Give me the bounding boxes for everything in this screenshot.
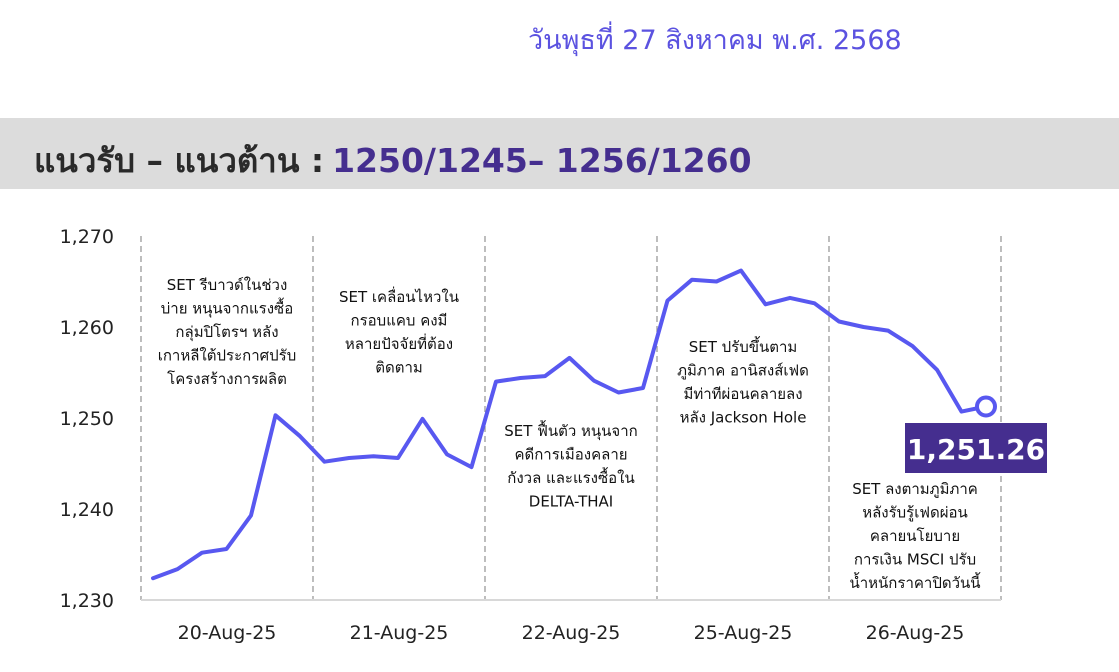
annotation-line: SET ลงตามภูมิภาค (852, 480, 978, 498)
annotation-line: ภูมิภาค อานิสงส์เฟด (677, 362, 809, 380)
annotation-line: คลายนโยบาย (870, 527, 960, 545)
x-axis: 20-Aug-25 21-Aug-25 22-Aug-25 25-Aug-25 26-A… (178, 622, 965, 644)
annotation-line: หลายปัจจัยที่ต้อง (345, 333, 453, 353)
annotation-line: มีท่าทีผ่อนคลายลง (683, 385, 802, 403)
annotation-line: กลุ่มปิโตรฯ หลัง (175, 323, 278, 342)
annotation-line: ติดตาม (375, 359, 423, 377)
annotation-line: DELTA-THAI (529, 493, 613, 511)
annotation-day-1: SET รีบาวด์ในช่วงบ่าย หนุนจากแรงซื้อกลุ่… (158, 276, 297, 388)
annotation-line: SET ฟื้นตัว หนุนจาก (504, 420, 637, 441)
annotation-line: SET ปรับขึ้นตาม (689, 336, 798, 356)
annotation-line: เกาหลีใต้ประกาศปรับ (158, 347, 297, 365)
support-resistance-title: แนวรับ – แนวต้าน : (34, 141, 325, 180)
y-tick-label: 1,230 (60, 590, 114, 612)
series-set-index (151, 268, 997, 581)
annotations: SET รีบาวด์ในช่วงบ่าย หนุนจากแรงซื้อกลุ่… (158, 276, 981, 592)
annotation-line: โครงสร้างการผลิต (167, 370, 287, 388)
support-resistance-value: 1250/1245– 1256/1260 (332, 141, 752, 180)
annotation-line: การเงิน MSCI ปรับ (854, 551, 976, 569)
annotation-day-3: SET ฟื้นตัว หนุนจากคดีการเมืองคลายกังวล … (504, 420, 637, 511)
annotation-line: กรอบแคบ คงมี (351, 312, 448, 330)
support-resistance-label: แนวรับ – แนวต้าน :1250/1245– 1256/1260 (34, 134, 752, 187)
x-tick-label: 22-Aug-25 (522, 622, 621, 644)
annotation-line: คดีการเมืองคลาย (514, 446, 627, 464)
last-value-group: 1,251.26 (905, 423, 1047, 473)
annotation-line: กังวล และแรงซื้อใน (507, 467, 635, 487)
x-tick-label: 20-Aug-25 (178, 622, 277, 644)
support-resistance-banner: แนวรับ – แนวต้าน :1250/1245– 1256/1260 (0, 118, 1119, 189)
y-tick-label: 1,240 (60, 499, 114, 521)
annotation-line: หลัง Jackson Hole (680, 409, 807, 427)
y-tick-label: 1,270 (60, 226, 114, 248)
day-separators (140, 236, 1002, 601)
y-tick-label: 1,250 (60, 408, 114, 430)
annotation-line: บ่าย หนุนจากแรงซื้อ (161, 298, 293, 319)
y-axis: 1,270 1,260 1,250 1,240 1,230 (60, 226, 114, 612)
annotation-line: น้ำหนักราคาปิดวันนี้ (849, 572, 980, 592)
annotation-line: หลังรับรู้เฟดผ่อน (862, 504, 968, 522)
x-tick-label: 25-Aug-25 (694, 622, 793, 644)
annotation-day-5: SET ลงตามภูมิภาคหลังรับรู้เฟดผ่อนคลายนโย… (849, 480, 980, 592)
report-date: วันพุธที่ 27 สิงหาคม พ.ศ. 2568 (528, 25, 902, 56)
y-tick-label: 1,260 (60, 317, 114, 339)
annotation-line: SET เคลื่อนไหวใน (339, 286, 459, 306)
series-line (151, 268, 988, 581)
x-tick-label: 21-Aug-25 (350, 622, 449, 644)
last-value-label: 1,251.26 (907, 433, 1045, 466)
x-tick-label: 26-Aug-25 (866, 622, 965, 644)
annotation-line: SET รีบาวด์ในช่วง (167, 276, 288, 294)
last-point-marker (975, 395, 997, 418)
last-value-box (905, 423, 1047, 473)
